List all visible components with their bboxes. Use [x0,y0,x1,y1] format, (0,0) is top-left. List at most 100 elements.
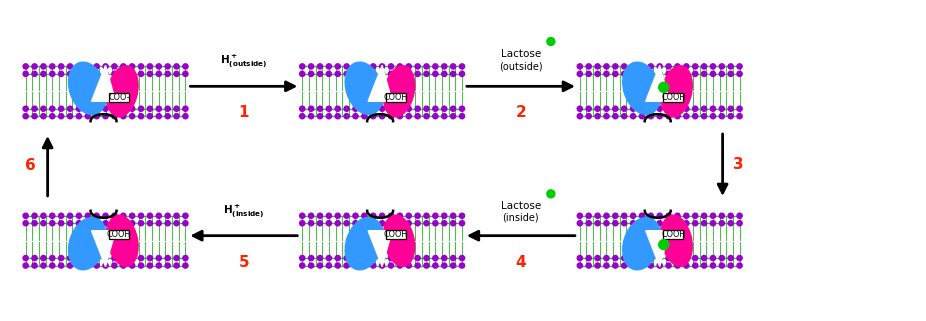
Ellipse shape [345,62,383,115]
Circle shape [50,114,55,119]
Circle shape [459,64,465,69]
Circle shape [666,221,671,226]
Circle shape [103,256,108,261]
Circle shape [156,64,161,69]
Circle shape [737,71,742,76]
Circle shape [120,256,126,261]
Circle shape [23,213,29,218]
Circle shape [156,114,161,119]
Circle shape [432,71,438,76]
Circle shape [41,213,46,218]
Circle shape [308,106,314,111]
Circle shape [41,221,46,226]
Circle shape [112,256,117,261]
Ellipse shape [661,66,693,117]
Circle shape [85,71,91,76]
Circle shape [432,64,438,69]
Circle shape [130,114,135,119]
Circle shape [451,106,456,111]
FancyBboxPatch shape [663,230,683,239]
Circle shape [308,221,314,226]
Circle shape [41,106,46,111]
Circle shape [94,114,99,119]
Circle shape [326,221,332,226]
Circle shape [344,263,349,268]
Circle shape [308,263,314,268]
Circle shape [720,114,724,119]
Circle shape [586,263,592,268]
Circle shape [23,263,29,268]
Circle shape [165,263,170,268]
Circle shape [728,263,733,268]
Circle shape [165,256,170,261]
Circle shape [58,256,64,261]
Circle shape [415,71,420,76]
Circle shape [335,213,341,218]
Circle shape [451,71,456,76]
Circle shape [353,71,358,76]
Circle shape [459,263,465,268]
Ellipse shape [69,218,106,270]
Circle shape [693,221,698,226]
Circle shape [344,64,349,69]
Circle shape [147,221,153,226]
Circle shape [112,263,117,268]
Circle shape [362,221,367,226]
Circle shape [165,213,170,218]
Circle shape [710,221,716,226]
Circle shape [702,256,707,261]
Circle shape [604,106,609,111]
Circle shape [68,64,72,69]
Circle shape [31,64,37,69]
Circle shape [693,106,698,111]
Circle shape [666,114,671,119]
Circle shape [318,263,322,268]
Circle shape [621,114,627,119]
Circle shape [648,106,654,111]
Circle shape [156,106,161,111]
Circle shape [397,263,403,268]
Circle shape [353,263,358,268]
Circle shape [353,106,358,111]
Circle shape [693,256,698,261]
Circle shape [68,263,72,268]
FancyBboxPatch shape [385,230,406,239]
Circle shape [710,64,716,69]
Circle shape [631,221,635,226]
Circle shape [397,256,403,261]
Circle shape [300,256,305,261]
Ellipse shape [622,218,661,270]
Circle shape [586,64,592,69]
Circle shape [300,106,305,111]
Circle shape [23,64,29,69]
Text: 6: 6 [25,159,35,173]
Circle shape [318,221,322,226]
Circle shape [702,263,707,268]
Circle shape [657,106,662,111]
Circle shape [459,114,465,119]
Circle shape [675,71,680,76]
Circle shape [120,221,126,226]
Circle shape [407,106,411,111]
Circle shape [23,106,29,111]
Circle shape [720,256,724,261]
Circle shape [23,114,29,119]
Circle shape [442,213,447,218]
Circle shape [648,213,654,218]
Circle shape [639,221,644,226]
Circle shape [335,263,341,268]
Circle shape [353,221,358,226]
Circle shape [657,263,662,268]
Circle shape [407,71,411,76]
Text: COOH: COOH [661,93,685,102]
Circle shape [103,114,108,119]
Circle shape [182,221,188,226]
Circle shape [710,106,716,111]
Circle shape [362,106,367,111]
Circle shape [586,71,592,76]
Circle shape [50,213,55,218]
Text: Lactose: Lactose [501,201,541,211]
Circle shape [397,221,403,226]
Circle shape [693,71,698,76]
Circle shape [147,114,153,119]
